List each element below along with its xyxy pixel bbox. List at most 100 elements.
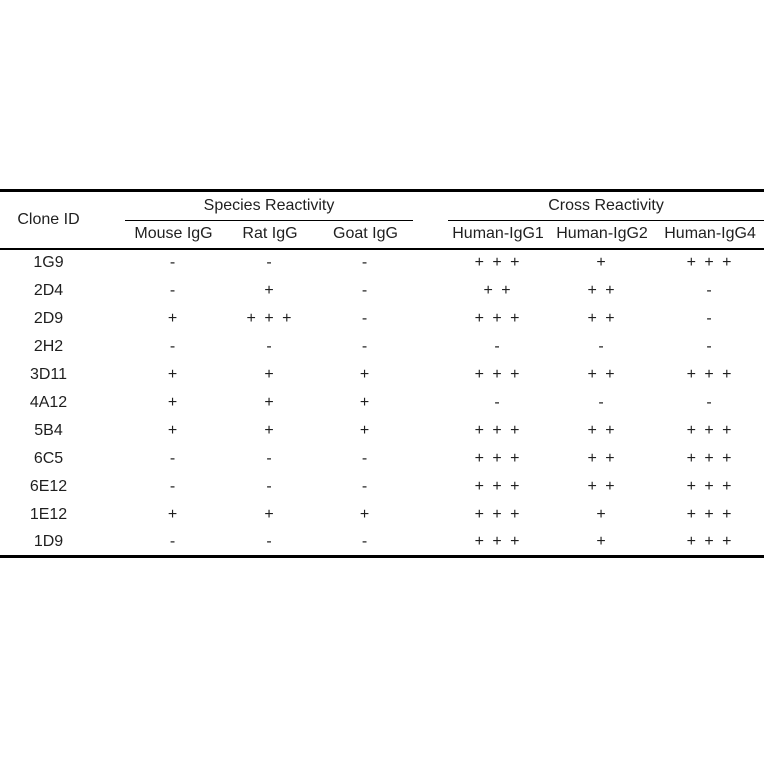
table-row: 1E12 + + + + + + + + + + xyxy=(0,501,764,529)
reactivity-value-cell: - xyxy=(361,337,370,355)
reactivity-value-cell: - xyxy=(706,393,714,411)
reactivity-value-cell: + + + xyxy=(686,365,734,383)
reactivity-value-cell: + + xyxy=(587,477,617,495)
table-row: 3D11 + + + + + + + + + + + xyxy=(0,361,764,389)
clone-id-cell: 2D9 xyxy=(33,309,64,327)
table-body: 1G9- - - + + + + + + +2D4- + - + + + + -2D9 + + + + -… xyxy=(0,249,764,557)
reactivity-value-cell: + + + xyxy=(474,505,522,523)
reactivity-value-cell: - xyxy=(266,337,274,355)
table-row: 2H2 - - - - - - xyxy=(0,333,764,361)
human-igg1-column-header: Human-IgG1 xyxy=(452,225,544,243)
column-gap xyxy=(413,333,448,361)
clone-id-cell: 2H2 xyxy=(33,337,64,355)
column-gap xyxy=(413,529,448,557)
reactivity-value-cell: + + + xyxy=(474,421,522,439)
reactivity-value-cell: - xyxy=(494,393,502,411)
reactivity-value-cell: + + xyxy=(587,281,617,299)
reactivity-value-cell: + xyxy=(359,421,372,439)
human-igg2-column-header: Human-IgG2 xyxy=(556,225,648,243)
reactivity-value-cell: - xyxy=(169,254,178,271)
reactivity-value-cell: + + + xyxy=(246,309,294,327)
rat-igg-column-header: Rat IgG xyxy=(242,225,298,243)
reactivity-value-cell: + + + xyxy=(686,421,734,439)
reactivity-value-cell: - xyxy=(361,477,370,495)
reactivity-table: Clone ID Species Reactivity Cross Reacti… xyxy=(0,189,764,558)
reactivity-value-cell: + xyxy=(596,254,608,271)
reactivity-value-cell: - xyxy=(361,532,370,550)
reactivity-value-cell: - xyxy=(169,532,178,550)
reactivity-value-cell: + xyxy=(596,505,608,523)
reactivity-value-cell: + xyxy=(359,365,372,383)
column-gap xyxy=(413,417,448,445)
column-gap xyxy=(413,191,448,249)
reactivity-value-cell: + + + xyxy=(686,477,734,495)
reactivity-value-cell: + + + xyxy=(474,254,522,271)
reactivity-value-cell: + xyxy=(359,393,372,411)
table-row: 2D4 - + - + + + + - xyxy=(0,277,764,305)
mouse-igg-column-header: Mouse IgG xyxy=(134,225,213,243)
column-gap xyxy=(413,389,448,417)
column-header-row: Mouse IgG Rat IgG Goat IgG Human-IgG1 Hu… xyxy=(0,221,764,249)
reactivity-value-cell: - xyxy=(706,309,714,327)
reactivity-value-cell: + xyxy=(167,393,180,411)
reactivity-value-cell: + xyxy=(359,505,372,523)
reactivity-value-cell: + xyxy=(167,365,180,383)
table-row: 6C5 - - - + + + + + + + + xyxy=(0,445,764,473)
reactivity-value-cell: + xyxy=(264,365,276,383)
reactivity-value-cell: - xyxy=(169,449,178,467)
reactivity-value-cell: + + + xyxy=(474,309,522,327)
reactivity-value-cell: + xyxy=(264,505,276,523)
reactivity-value-cell: + xyxy=(596,532,608,550)
reactivity-value-cell: + + + xyxy=(686,254,734,271)
clone-id-cell: 5B4 xyxy=(34,421,63,439)
column-gap xyxy=(413,361,448,389)
reactivity-value-cell: + + xyxy=(587,365,617,383)
species-reactivity-group-header: Species Reactivity xyxy=(125,190,414,221)
reactivity-value-cell: + + xyxy=(587,449,617,467)
reactivity-value-cell: - xyxy=(361,254,370,271)
clone-id-cell: 3D11 xyxy=(29,365,68,383)
clone-id-cell: 6E12 xyxy=(29,477,68,495)
reactivity-value-cell: - xyxy=(266,254,274,271)
column-gap xyxy=(413,445,448,473)
reactivity-value-cell: + xyxy=(264,281,276,299)
clone-id-cell: 1E12 xyxy=(29,505,68,523)
reactivity-value-cell: + xyxy=(167,505,180,523)
reactivity-value-cell: - xyxy=(494,337,502,355)
reactivity-value-cell: + xyxy=(264,421,276,439)
table-header: Clone ID Species Reactivity Cross Reacti… xyxy=(0,190,764,249)
table-row: 1G9 - - - + + + + + + + xyxy=(0,249,764,277)
reactivity-value-cell: + + xyxy=(587,309,617,327)
clone-id-header: Clone ID xyxy=(17,210,80,228)
reactivity-value-cell: - xyxy=(266,477,274,495)
reactivity-value-cell: + + + xyxy=(474,365,522,383)
column-gap xyxy=(413,501,448,529)
reactivity-value-cell: + + + xyxy=(474,477,522,495)
reactivity-value-cell: + + + xyxy=(686,449,734,467)
reactivity-value-cell: - xyxy=(169,337,178,355)
reactivity-value-cell: + + xyxy=(483,281,513,299)
column-gap xyxy=(413,249,448,277)
table-row: 6E12 - - - + + + + + + + + xyxy=(0,473,764,501)
reactivity-value-cell: + + + xyxy=(686,505,734,523)
reactivity-value-cell: + xyxy=(167,309,180,327)
cross-reactivity-group-header: Cross Reactivity xyxy=(448,190,764,221)
table-row: 4A12 + + + - - - xyxy=(0,389,764,417)
goat-igg-column-header: Goat IgG xyxy=(333,225,398,243)
reactivity-value-cell: - xyxy=(266,449,274,467)
reactivity-value-cell: + xyxy=(167,421,180,439)
reactivity-value-cell: - xyxy=(598,337,606,355)
reactivity-value-cell: + + + xyxy=(686,532,734,550)
reactivity-value-cell: + + + xyxy=(474,449,522,467)
table-row: 5B4 + + + + + + + + + + + xyxy=(0,417,764,445)
reactivity-value-cell: + + + xyxy=(474,532,522,550)
reactivity-value-cell: - xyxy=(361,449,370,467)
reactivity-value-cell: - xyxy=(169,477,178,495)
reactivity-value-cell: + xyxy=(264,393,276,411)
column-gap xyxy=(413,305,448,333)
clone-id-cell: 4A12 xyxy=(29,393,68,411)
clone-id-cell: 1G9 xyxy=(33,254,64,271)
clone-id-cell: 2D4 xyxy=(33,281,64,299)
reactivity-value-cell: + + xyxy=(587,421,617,439)
